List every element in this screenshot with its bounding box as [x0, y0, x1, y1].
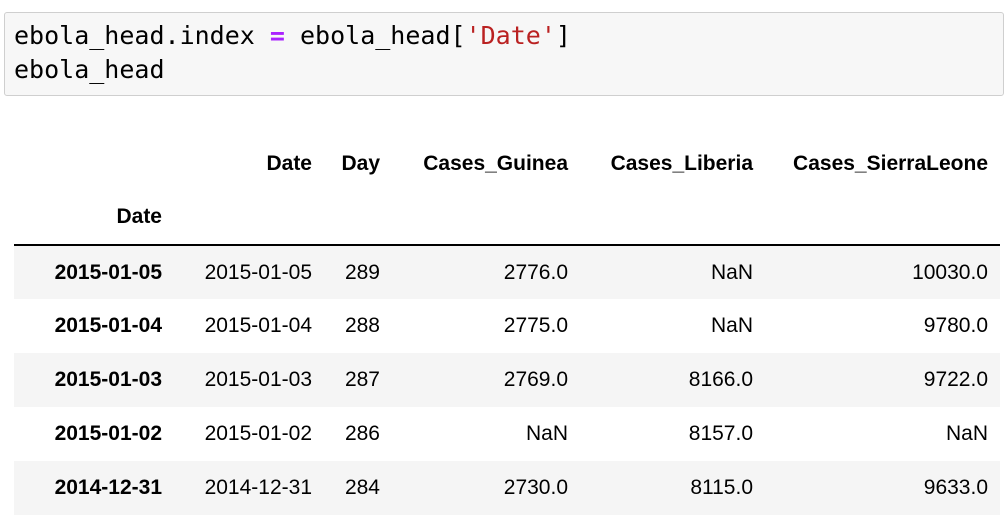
dataframe-output: Date Day Cases_Guinea Cases_Liberia Case…	[14, 138, 1000, 515]
table-cell: NaN	[525, 422, 568, 445]
table-cell: 2015-01-05	[204, 260, 312, 284]
header-blank	[392, 190, 580, 246]
table-cell: 9780.0	[923, 314, 988, 337]
index-name-header: Date	[14, 190, 174, 246]
code-assign-operator: =	[269, 21, 285, 50]
table-cell: 2014-12-31	[204, 476, 312, 499]
header-blank	[324, 190, 392, 246]
table-cell: 289	[344, 260, 380, 284]
table-cell: 8166.0	[688, 368, 753, 391]
code-line-2: ebola_head	[14, 55, 165, 84]
table-cell: 2775.0	[503, 314, 568, 337]
table-cell: 287	[344, 368, 380, 391]
row-index: 2015-01-05	[54, 260, 162, 284]
code-lhs: ebola_head.index	[14, 21, 270, 50]
table-row: 2015-01-04 2015-01-04 288 2775.0 NaN 978…	[14, 299, 1000, 353]
column-header: Cases_SierraLeone	[793, 152, 988, 175]
table-cell: 9633.0	[923, 476, 988, 499]
table-cell: 2015-01-03	[204, 368, 312, 391]
table-cell: 8115.0	[690, 476, 753, 499]
header-blank	[14, 138, 174, 190]
dataframe-table: Date Day Cases_Guinea Cases_Liberia Case…	[14, 138, 1000, 515]
table-row: 2015-01-02 2015-01-02 286 NaN 8157.0 NaN	[14, 407, 1000, 461]
table-cell: 2015-01-02	[204, 422, 312, 445]
table-cell: 2730.0	[503, 476, 568, 499]
table-cell: 2769.0	[503, 368, 568, 391]
row-index: 2014-12-31	[54, 476, 162, 499]
row-index: 2015-01-03	[54, 368, 162, 391]
table-cell: NaN	[710, 314, 753, 337]
table-row: 2015-01-05 2015-01-05 289 2776.0 NaN 100…	[14, 245, 1000, 299]
table-cell: 286	[344, 422, 380, 445]
table-cell: 2776.0	[503, 260, 568, 284]
table-cell: NaN	[945, 422, 988, 445]
column-header: Date	[266, 152, 312, 175]
table-cell: 10030.0	[912, 260, 988, 284]
table-row: 2015-01-03 2015-01-03 287 2769.0 8166.0 …	[14, 353, 1000, 407]
index-name-row: Date	[14, 190, 1000, 246]
table-cell: 8157.0	[688, 422, 753, 445]
column-header-row: Date Day Cases_Guinea Cases_Liberia Case…	[14, 138, 1000, 190]
code-line-1: ebola_head.index = ebola_head['Date']	[14, 19, 571, 53]
table-cell: NaN	[710, 260, 753, 284]
table-row: 2014-12-31 2014-12-31 284 2730.0 8115.0 …	[14, 461, 1000, 515]
table-cell: 2015-01-04	[204, 314, 312, 337]
table-cell: 288	[344, 314, 380, 337]
column-header: Cases_Liberia	[610, 152, 753, 175]
row-index: 2015-01-02	[54, 422, 162, 445]
table-cell: 9722.0	[923, 368, 988, 391]
code-mid: ebola_head[	[284, 21, 466, 50]
header-blank	[580, 190, 765, 246]
code-cell-input[interactable]: ebola_head.index = ebola_head['Date'] eb…	[4, 12, 1004, 96]
column-header: Cases_Guinea	[423, 152, 568, 175]
header-blank	[765, 190, 1000, 246]
row-index: 2015-01-04	[54, 314, 162, 337]
table-cell: 284	[344, 476, 380, 499]
code-end: ]	[555, 21, 571, 50]
code-string-literal: 'Date'	[465, 21, 556, 50]
header-blank	[174, 190, 324, 246]
column-header: Day	[341, 152, 380, 175]
